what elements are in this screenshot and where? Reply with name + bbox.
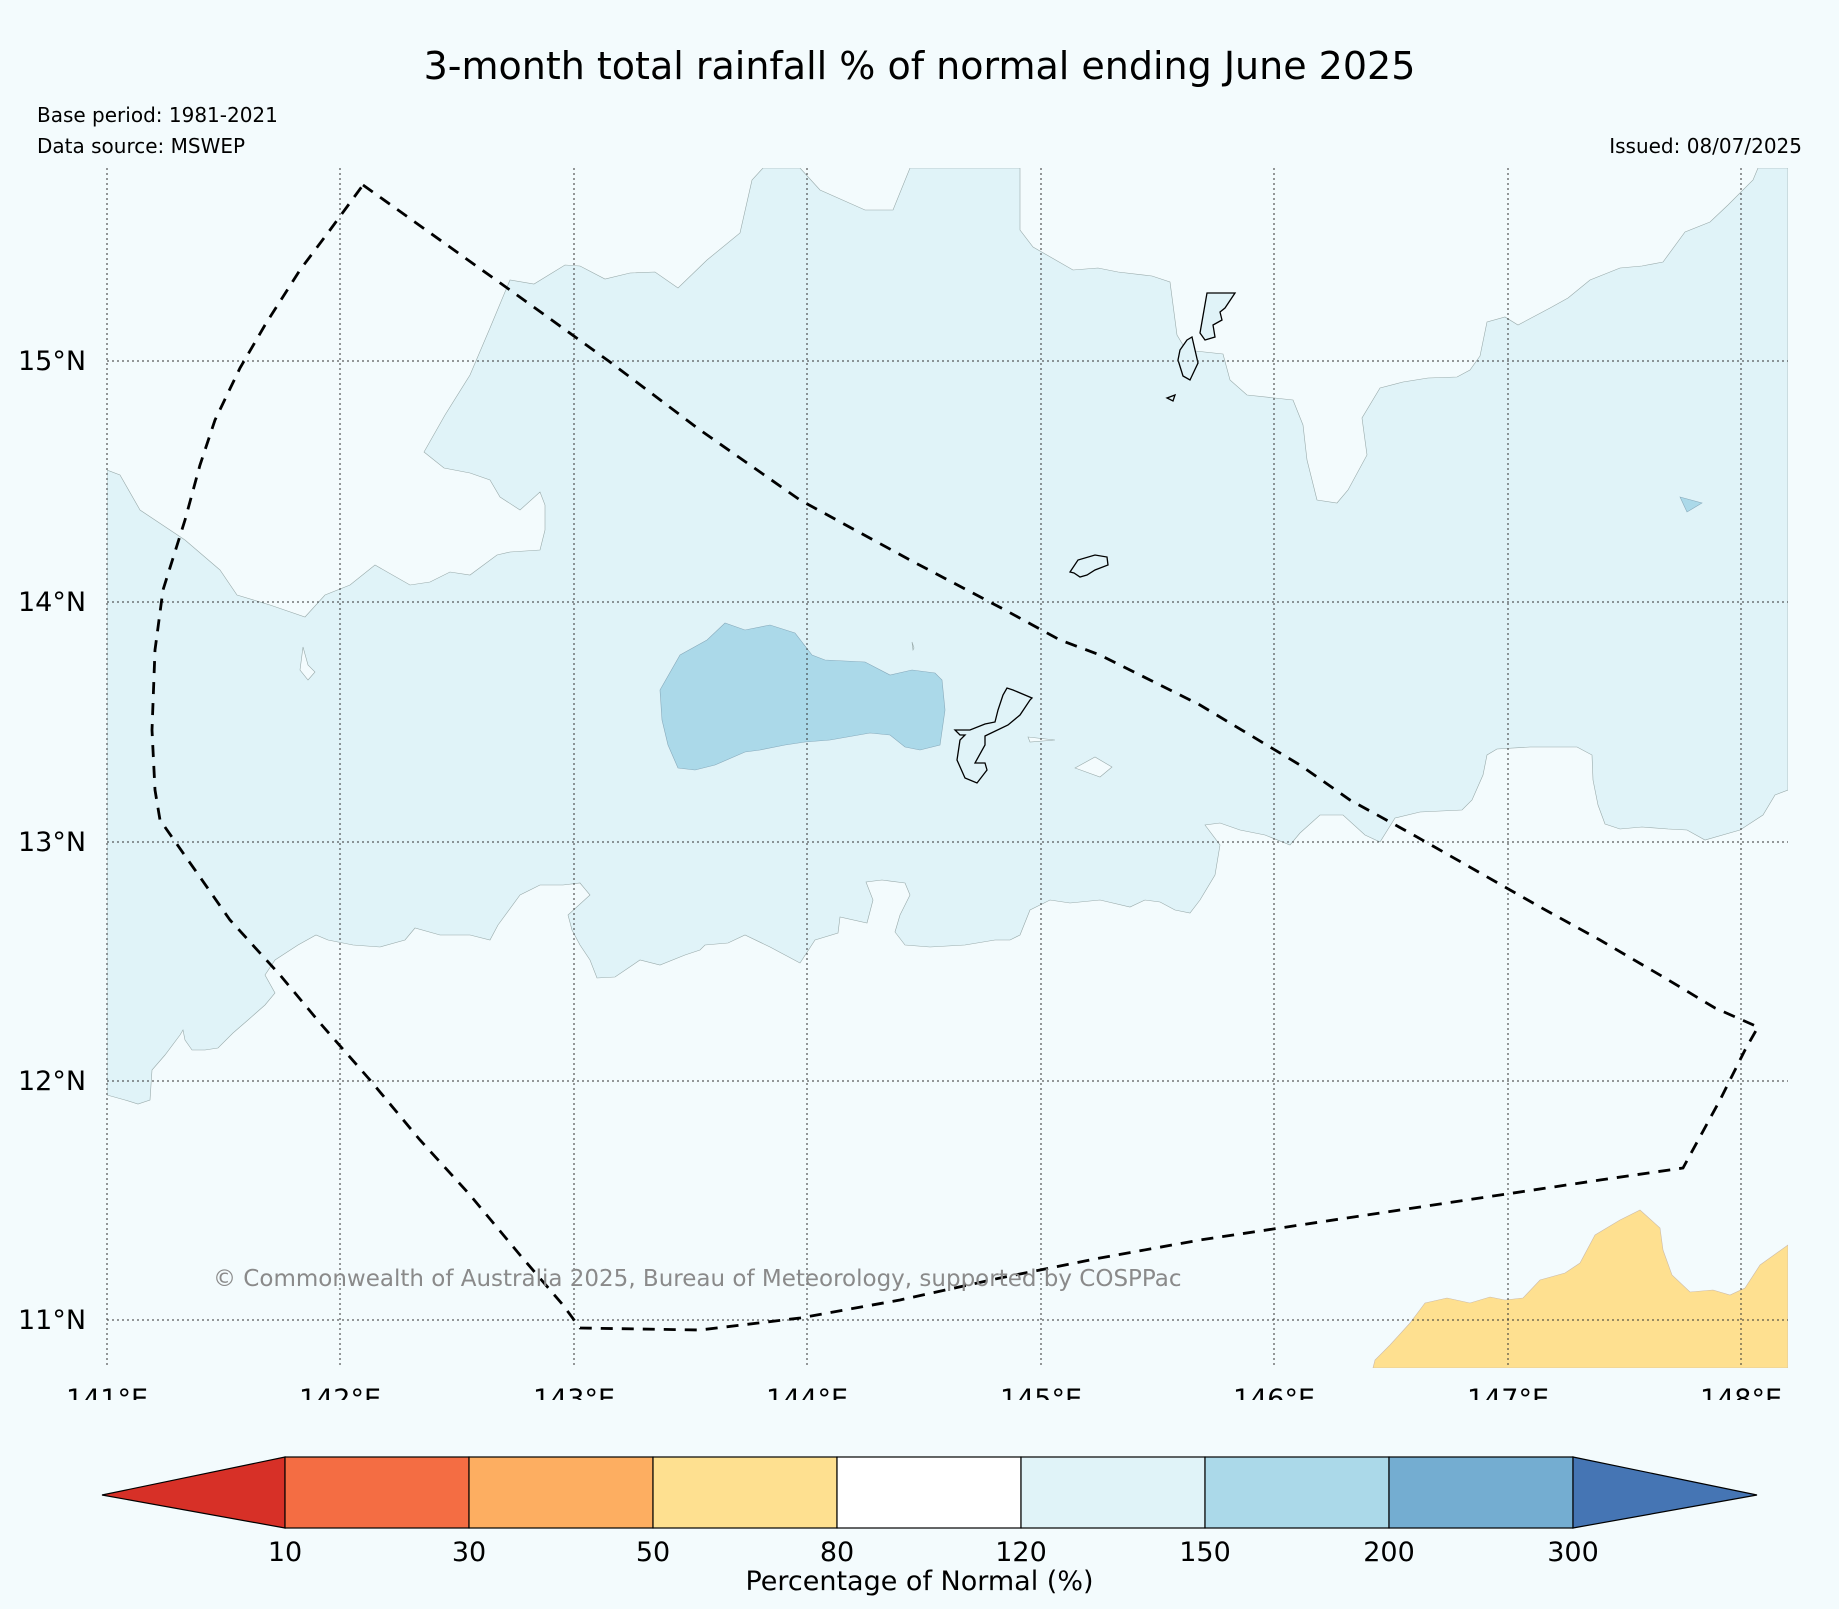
below-80-region xyxy=(1372,1209,1788,1368)
colorbar-tick-10: 10 xyxy=(268,1537,302,1568)
island-north-3 xyxy=(1165,393,1177,402)
colorbar-10-30 xyxy=(284,1456,470,1529)
above-120-region xyxy=(107,168,1788,1105)
colorbar-80-120 xyxy=(836,1456,1022,1529)
colorbar-above-300 xyxy=(1572,1456,1758,1529)
eez-boundary xyxy=(150,183,1760,1332)
lon-label-142: 142°E xyxy=(299,1384,381,1400)
copyright-notice: © Commonwealth of Australia 2025, Bureau… xyxy=(213,1266,1182,1292)
colorbar-30-50 xyxy=(468,1456,654,1529)
lat-label-15: 15°N xyxy=(18,346,86,377)
colorbar-tick-30: 30 xyxy=(452,1537,486,1568)
lon-label-146: 146°E xyxy=(1233,1384,1315,1400)
colorbar-tick-200: 200 xyxy=(1363,1537,1415,1568)
lon-label-143: 143°E xyxy=(533,1384,615,1400)
colorbar-150-200 xyxy=(1204,1456,1390,1529)
data-source: Data source: MSWEP xyxy=(37,134,246,158)
rainfall-map: 15°N 14°N 13°N 12°N 11°N 141°E 142°E 143… xyxy=(18,168,1788,1400)
lon-label-141: 141°E xyxy=(66,1384,148,1400)
island-north-2 xyxy=(1177,335,1199,381)
map-title: 3-month total rainfall % of normal endin… xyxy=(423,44,1416,88)
colorbar-50-80 xyxy=(652,1456,838,1529)
lon-label-145: 145°E xyxy=(1000,1384,1082,1400)
colorbar-200-300 xyxy=(1388,1456,1574,1529)
lon-label-144: 144°E xyxy=(766,1384,848,1400)
colorbar-tick-300: 300 xyxy=(1547,1537,1599,1568)
colorbar-tick-50: 50 xyxy=(636,1537,670,1568)
base-period: Base period: 1981-2021 xyxy=(37,103,278,127)
above-150-region xyxy=(659,622,946,771)
lon-label-147: 147°E xyxy=(1467,1384,1549,1400)
island-guam xyxy=(953,687,1034,784)
colorbar-tick-120: 120 xyxy=(995,1537,1047,1568)
island-north-1 xyxy=(1199,292,1237,341)
colorbar-120-150 xyxy=(1020,1456,1206,1529)
lon-labels: 141°E 142°E 143°E 144°E 145°E 146°E 147°… xyxy=(66,1384,1782,1400)
colorbar-below-10 xyxy=(101,1456,286,1529)
island-rota xyxy=(1068,554,1109,578)
colorbar-tick-150: 150 xyxy=(1179,1537,1231,1568)
issued-date: Issued: 08/07/2025 xyxy=(1609,134,1802,158)
lon-label-148: 148°E xyxy=(1700,1384,1782,1400)
lat-label-12: 12°N xyxy=(18,1066,86,1097)
lat-labels: 15°N 14°N 13°N 12°N 11°N xyxy=(18,346,86,1336)
colorbar-title: Percentage of Normal (%) xyxy=(745,1566,1094,1597)
lat-label-13: 13°N xyxy=(18,827,86,858)
colorbar-tick-80: 80 xyxy=(820,1537,854,1568)
gridlines xyxy=(106,168,1788,1368)
lat-label-14: 14°N xyxy=(18,587,86,618)
lat-label-11: 11°N xyxy=(18,1305,86,1336)
